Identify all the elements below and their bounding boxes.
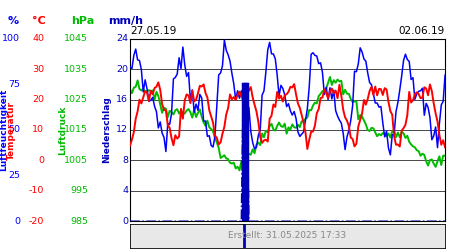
Text: 75: 75 [8,80,20,89]
Text: %: % [8,16,19,26]
Text: mm/h: mm/h [108,16,143,26]
Text: 8: 8 [122,156,128,165]
Text: 0: 0 [122,217,128,226]
Text: Luftfeuchtigkeit: Luftfeuchtigkeit [0,89,8,171]
Text: 27.05.19: 27.05.19 [130,26,176,36]
Text: 1015: 1015 [64,126,88,134]
Text: hPa: hPa [71,16,94,26]
Text: Erstellt: 31.05.2025 17:33: Erstellt: 31.05.2025 17:33 [229,231,346,240]
Text: 1045: 1045 [64,34,88,43]
Text: 1025: 1025 [64,95,88,104]
Text: 02.06.19: 02.06.19 [399,26,445,36]
Text: 25: 25 [8,171,20,180]
Text: 30: 30 [32,65,44,74]
Text: 16: 16 [116,95,128,104]
Text: Niederschlag: Niederschlag [103,96,112,164]
Text: 100: 100 [2,34,20,43]
Text: 50: 50 [8,126,20,134]
Text: 10: 10 [32,126,44,134]
Text: 0: 0 [38,156,44,165]
Text: 20: 20 [32,95,44,104]
Text: 12: 12 [116,126,128,134]
Text: -20: -20 [29,217,44,226]
Text: 1035: 1035 [64,65,88,74]
Text: 1005: 1005 [64,156,88,165]
Text: 4: 4 [122,186,128,195]
Text: -10: -10 [29,186,44,195]
Text: 995: 995 [70,186,88,195]
Text: Luftdruck: Luftdruck [58,105,67,155]
Text: 985: 985 [70,217,88,226]
Text: Temperatur: Temperatur [7,100,16,160]
Text: 24: 24 [116,34,128,43]
Text: 20: 20 [116,65,128,74]
Text: 0: 0 [14,217,20,226]
Text: °C: °C [32,16,46,26]
Text: 40: 40 [32,34,44,43]
